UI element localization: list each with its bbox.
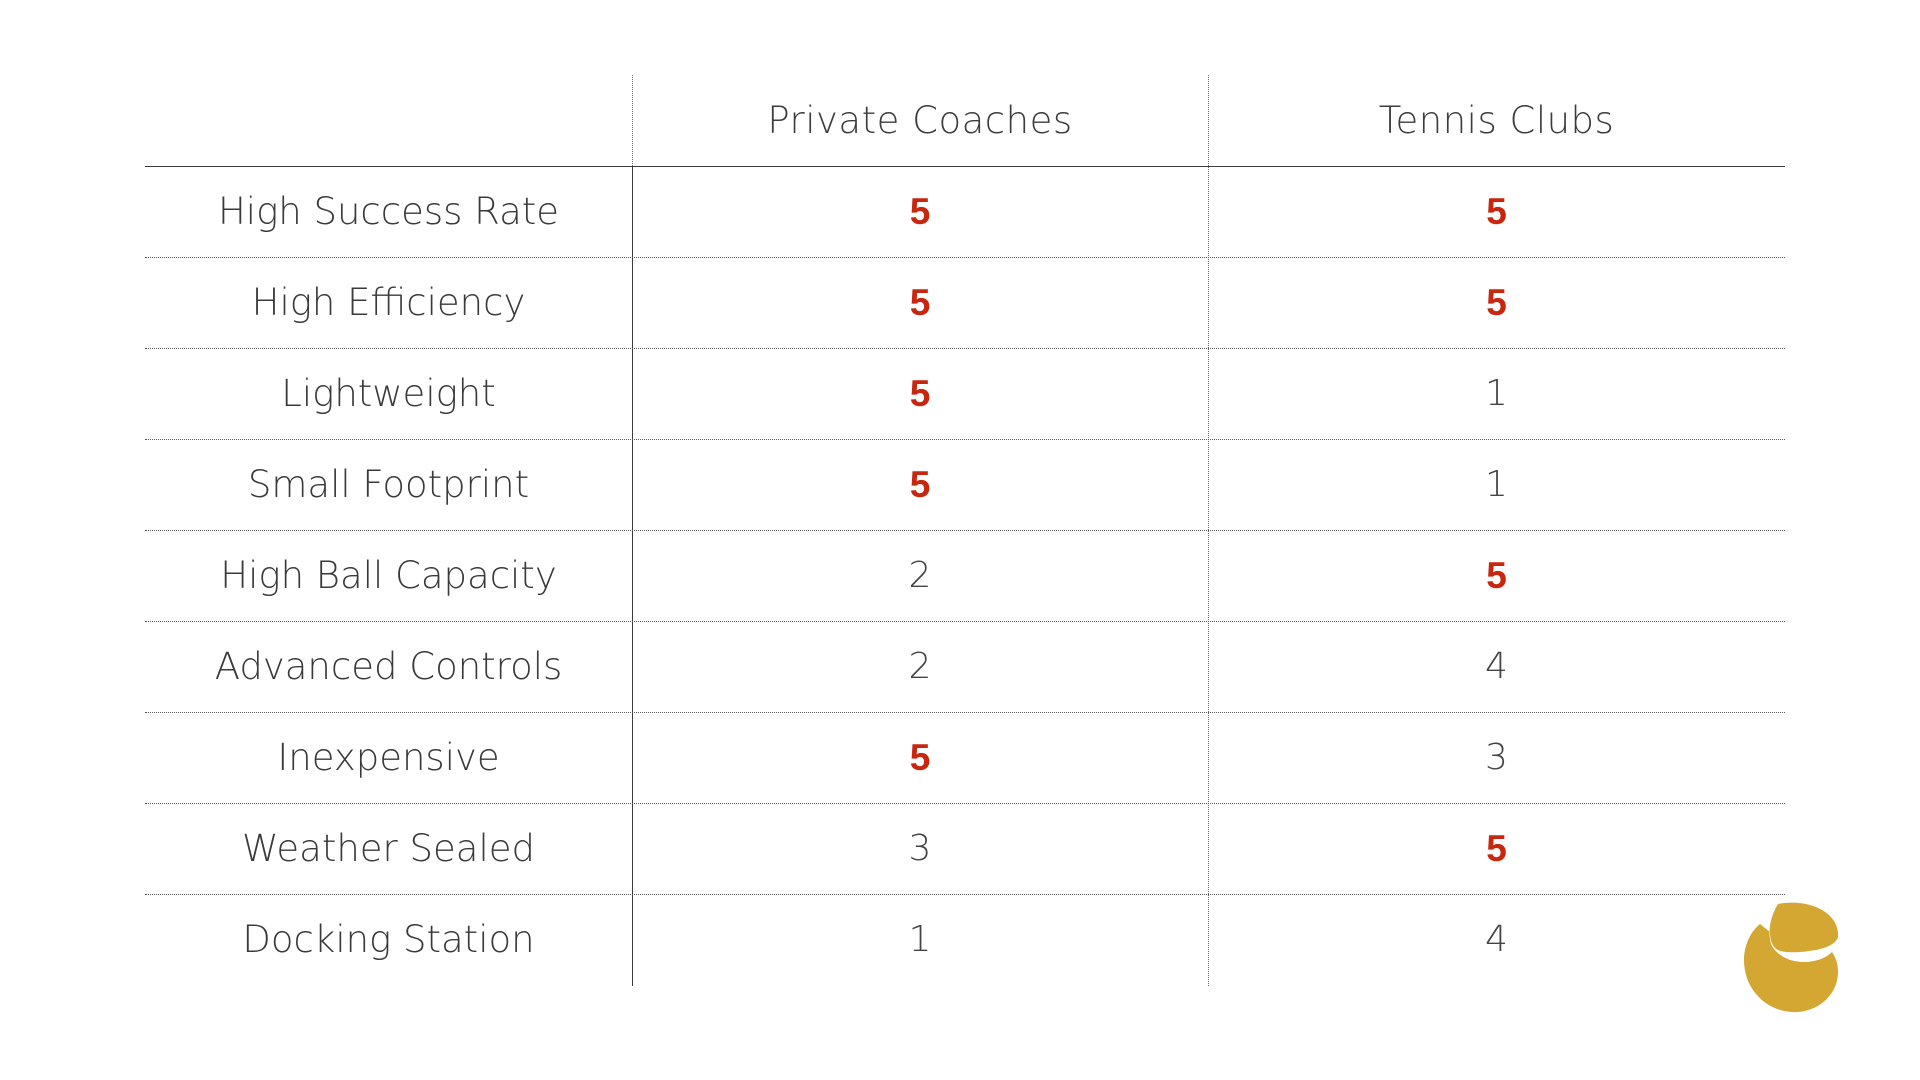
score-value-highlight: 5 (1486, 554, 1507, 596)
cell-private-coaches: 2 (632, 530, 1208, 621)
row-label: Weather Sealed (241, 827, 535, 870)
row-separator (145, 712, 1785, 713)
row-separator (145, 530, 1785, 531)
cell-tennis-clubs: 5 (1208, 166, 1785, 257)
cell-private-coaches: 5 (632, 257, 1208, 348)
column-header-tennis-clubs: Tennis Clubs (1378, 98, 1615, 142)
cell-tennis-clubs: 5 (1208, 803, 1785, 894)
row-separator (145, 439, 1785, 440)
score-value-highlight: 5 (1486, 281, 1507, 323)
row-label: Inexpensive (277, 736, 500, 779)
row-separator (145, 621, 1785, 622)
row-label: High Ball Capacity (220, 554, 557, 597)
score-value: 3 (1485, 737, 1508, 778)
cell-private-coaches: 3 (632, 803, 1208, 894)
row-separator (145, 803, 1785, 804)
table-row: Lightweight 5 1 (145, 348, 1785, 439)
row-label: High Success Rate (217, 190, 560, 233)
cell-tennis-clubs: 4 (1208, 894, 1785, 985)
cell-tennis-clubs: 3 (1208, 712, 1785, 803)
score-value-highlight: 5 (1486, 190, 1507, 232)
table-row: Inexpensive 5 3 (145, 712, 1785, 803)
score-value: 1 (1485, 373, 1508, 414)
cell-tennis-clubs: 1 (1208, 439, 1785, 530)
label-column-divider (632, 166, 633, 986)
score-value-highlight: 5 (909, 281, 931, 323)
cell-tennis-clubs: 4 (1208, 621, 1785, 712)
score-value: 2 (908, 555, 932, 596)
score-value-highlight: 5 (909, 372, 931, 414)
table-row: High Efficiency 5 5 (145, 257, 1785, 348)
row-separator (145, 894, 1785, 895)
row-separator (145, 257, 1785, 258)
header-divider-left (632, 75, 633, 166)
row-label: High Efficiency (251, 281, 526, 324)
brand-logo-icon (1744, 902, 1839, 1013)
table-row: High Ball Capacity 2 5 (145, 530, 1785, 621)
table-row: Docking Station 1 4 (145, 894, 1785, 985)
row-label: Small Footprint (247, 463, 530, 506)
table-row: Small Footprint 5 1 (145, 439, 1785, 530)
score-value: 2 (908, 646, 932, 687)
cell-private-coaches: 2 (632, 621, 1208, 712)
table-row: High Success Rate 5 5 (145, 166, 1785, 257)
cell-private-coaches: 5 (632, 348, 1208, 439)
table-row: Weather Sealed 3 5 (145, 803, 1785, 894)
score-value: 4 (1485, 919, 1508, 960)
cell-private-coaches: 5 (632, 439, 1208, 530)
score-value: 4 (1485, 646, 1508, 687)
row-label: Lightweight (281, 372, 496, 415)
score-value: 1 (1485, 464, 1508, 505)
score-value-highlight: 5 (909, 190, 931, 232)
cell-tennis-clubs: 1 (1208, 348, 1785, 439)
cell-tennis-clubs: 5 (1208, 530, 1785, 621)
cell-private-coaches: 1 (632, 894, 1208, 985)
header-rule (145, 166, 1785, 167)
score-value-highlight: 5 (909, 463, 931, 505)
score-value-highlight: 5 (1486, 827, 1507, 869)
score-value: 1 (908, 919, 932, 960)
column-header-private-coaches: Private Coaches (767, 98, 1073, 142)
score-value-highlight: 5 (909, 736, 931, 778)
row-label: Advanced Controls (214, 645, 563, 688)
cell-private-coaches: 5 (632, 712, 1208, 803)
cell-private-coaches: 5 (632, 166, 1208, 257)
score-value: 3 (908, 828, 932, 869)
row-label: Docking Station (242, 918, 535, 961)
table-row: Advanced Controls 2 4 (145, 621, 1785, 712)
row-separator (145, 348, 1785, 349)
cell-tennis-clubs: 5 (1208, 257, 1785, 348)
